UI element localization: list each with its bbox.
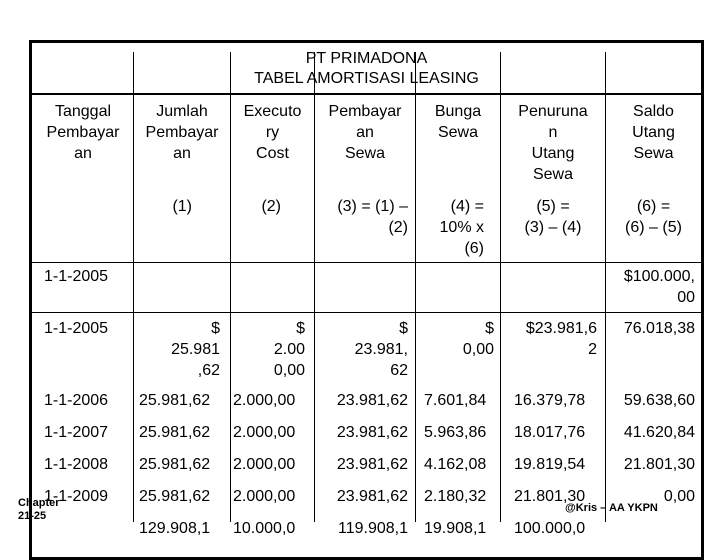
- col-divider: [230, 52, 231, 522]
- total-pembayaran: 119.908,1: [338, 520, 408, 537]
- table-cell-date: 1-1-2007: [44, 424, 109, 441]
- chapter-label: Chapter 21-25: [18, 497, 60, 522]
- row-divider: [32, 262, 701, 263]
- table-cell-saldo: 0,00: [663, 488, 695, 505]
- table-cell-pembayaran: 23.981,62: [336, 488, 408, 505]
- table-cell-saldo: 76.018,38: [623, 320, 695, 337]
- total-bunga: 19.908,1: [424, 520, 487, 537]
- col-divider: [415, 52, 416, 522]
- table-cell-bunga: 2.180,32: [424, 488, 487, 505]
- table-cell-pembayaran: $ 23.981, 62: [354, 320, 408, 379]
- table-cell-bunga: $ 0,00: [462, 320, 494, 358]
- table-cell-penurunan: 19.819,54: [514, 456, 586, 473]
- table-cell-saldo: 41.620,84: [623, 424, 695, 441]
- formula-saldo: (6) = (6) – (5): [625, 198, 682, 236]
- table-cell-executory: 2.000,00: [233, 488, 296, 505]
- table-cell-jumlah: 25.981,62: [139, 392, 211, 409]
- table-cell-penurunan: 21.801,30: [514, 488, 586, 505]
- table-cell-executory: 2.000,00: [233, 456, 296, 473]
- table-cell-penurunan: 18.017,76: [514, 424, 586, 441]
- table-cell-executory: 2.000,00: [233, 424, 296, 441]
- table-cell-date: 1-1-2009: [44, 488, 109, 505]
- header-executory: Executo ry Cost: [243, 103, 302, 162]
- table-cell-jumlah: 25.981,62: [139, 424, 211, 441]
- col-divider: [133, 52, 134, 522]
- table-subtitle: TABEL AMORTISASI LEASING: [254, 70, 479, 87]
- total-executory: 10.000,0: [233, 520, 296, 537]
- header-bunga: Bunga Sewa: [434, 103, 482, 141]
- table-cell-jumlah: 25.981,62: [139, 488, 211, 505]
- table-cell-executory: 2.000,00: [233, 392, 296, 409]
- table-cell-bunga: 7.601,84: [424, 392, 487, 409]
- header-penurunan: Penuruna n Utang Sewa: [518, 103, 588, 183]
- table-cell-bunga: 4.162,08: [424, 456, 487, 473]
- table-cell-date: 1-1-2008: [44, 456, 109, 473]
- company-name: PT PRIMADONA: [305, 50, 428, 67]
- header-saldo: Saldo Utang Sewa: [632, 103, 675, 162]
- total-jumlah: 129.908,1: [139, 520, 211, 537]
- table-cell-date: 1-1-2005: [44, 320, 109, 337]
- table-cell-jumlah: $ 25.981 ,62: [171, 320, 220, 379]
- row-divider: [32, 312, 701, 313]
- table-cell-penurunan: 16.379,78: [514, 392, 586, 409]
- table-cell-saldo: 59.638,60: [623, 392, 695, 409]
- table-cell-pembayaran: 23.981,62: [336, 392, 408, 409]
- header-jumlah: Jumlah Pembayar an: [145, 103, 219, 162]
- formula-penurunan: (5) = (3) – (4): [524, 198, 582, 236]
- table-cell-jumlah: 25.981,62: [139, 456, 211, 473]
- table-cell-date: 1-1-2005: [44, 268, 109, 285]
- table-cell-executory: $ 2.00 0,00: [273, 320, 305, 379]
- credit-label: @Kris – AA YKPN: [565, 502, 658, 514]
- col-divider: [500, 52, 501, 522]
- total-penurunan: 100.000,0: [514, 520, 586, 537]
- table-cell-pembayaran: 23.981,62: [336, 456, 408, 473]
- header-tanggal: Tanggal Pembayar an: [46, 103, 120, 162]
- table-cell-penurunan: $23.981,6 2: [525, 320, 597, 358]
- col-divider: [314, 52, 315, 522]
- formula-executory: (2): [261, 198, 281, 215]
- formula-bunga: (4) = 10% x (6): [439, 198, 484, 257]
- table-cell-bunga: 5.963,86: [424, 424, 487, 441]
- formula-jumlah: (1): [172, 198, 192, 215]
- table-cell-saldo: 21.801,30: [623, 456, 695, 473]
- table-cell-saldo: $100.000, 00: [623, 268, 695, 306]
- formula-pembayaran-sewa: (3) = (1) – (2): [337, 198, 408, 236]
- table-cell-pembayaran: 23.981,62: [336, 424, 408, 441]
- table-title: PT PRIMADONA TABEL AMORTISASI LEASING: [32, 43, 701, 95]
- table-cell-date: 1-1-2006: [44, 392, 109, 409]
- header-pembayaran-sewa: Pembayar an Sewa: [328, 103, 402, 162]
- col-divider: [605, 52, 606, 522]
